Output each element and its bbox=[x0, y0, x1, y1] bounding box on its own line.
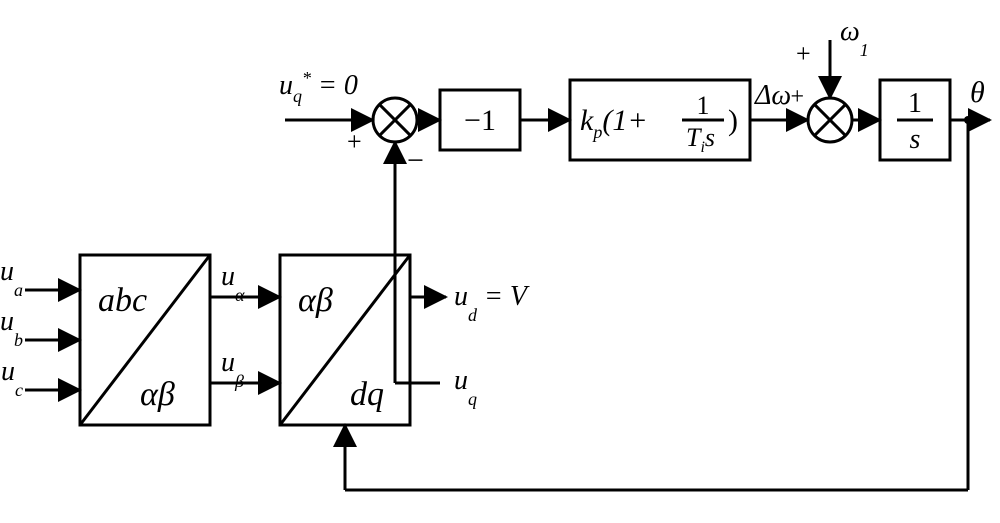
svg-text:αβ: αβ bbox=[140, 376, 175, 413]
svg-text:+: + bbox=[790, 84, 804, 110]
svg-text:αβ: αβ bbox=[298, 282, 333, 319]
svg-text:Tis: Tis bbox=[686, 123, 715, 156]
svg-text:ub: ub bbox=[0, 306, 23, 350]
svg-text:s: s bbox=[910, 124, 921, 155]
svg-text:ua: ua bbox=[0, 256, 23, 300]
svg-text:kp(1+: kp(1+ bbox=[580, 104, 648, 142]
svg-text:+: + bbox=[347, 127, 362, 156]
svg-text:1: 1 bbox=[697, 91, 710, 120]
svg-text:uc: uc bbox=[1, 356, 23, 400]
svg-text:): ) bbox=[728, 104, 738, 137]
svg-text:1: 1 bbox=[908, 88, 922, 119]
svg-text:−: − bbox=[407, 144, 424, 177]
svg-text:Δω: Δω bbox=[754, 80, 791, 111]
pll-block-diagram: abcαβuaubucαβdquαuβud = Vuq+−uq* = 0−1kp… bbox=[0, 0, 1000, 523]
svg-text:dq: dq bbox=[350, 376, 384, 413]
svg-text:uq* = 0: uq* = 0 bbox=[279, 68, 358, 106]
svg-text:abc: abc bbox=[98, 282, 147, 319]
svg-text:+: + bbox=[796, 39, 811, 68]
svg-text:ud = V: ud = V bbox=[454, 281, 530, 325]
svg-text:−1: −1 bbox=[464, 104, 496, 137]
svg-text:ω1: ω1 bbox=[840, 16, 869, 60]
svg-text:θ: θ bbox=[970, 76, 985, 109]
svg-text:uq: uq bbox=[454, 365, 477, 409]
